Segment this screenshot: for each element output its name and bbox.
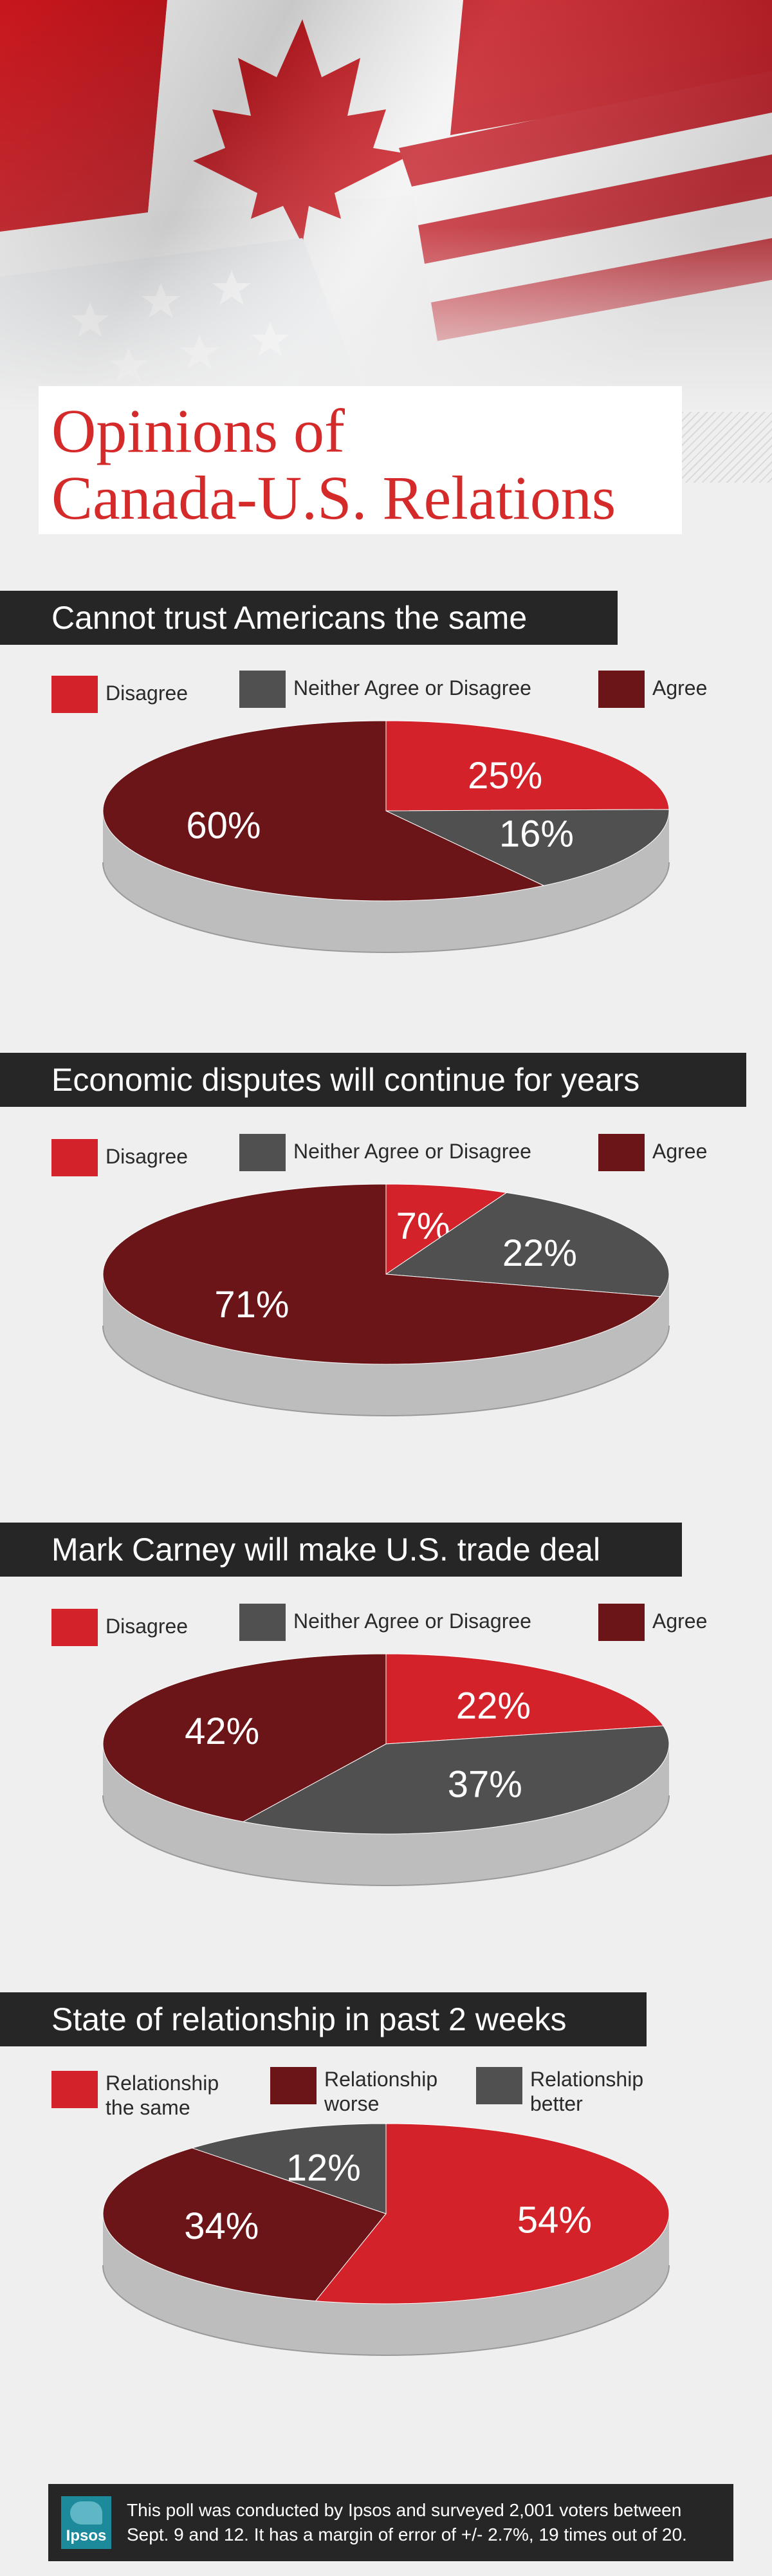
legend-same: Relationship the same [51,2071,219,2120]
pie-slice [385,1192,670,1297]
ipsos-logo: Ipsos [61,2496,111,2549]
pie-chart-relationship-svg: 54% 34% 12% [102,2123,670,2356]
legend-label: Neither Agree or Disagree [293,676,531,700]
legend-better: Relationship better [476,2067,643,2116]
pie-slice [242,1725,670,1835]
title-line-1: Opinions of [51,396,345,465]
legend-neutral: Neither Agree or Disagree [239,1604,531,1641]
flags-banner [0,0,772,412]
legend-swatch-disagree [51,1139,98,1176]
legend-agree: Agree [598,671,707,708]
pie-side-edge [102,862,670,953]
legend-swatch-disagree [51,1609,98,1646]
legend-label: Disagree [106,1145,188,1168]
title-line-2: Canada-U.S. Relations [51,463,616,532]
pie-slice-label: 16% [499,813,574,855]
legend-swatch-better [476,2067,522,2104]
ipsos-logo-mark [70,2501,102,2525]
flags-image [0,0,772,412]
page-title: Opinions of Canada-U.S. Relations [39,386,682,534]
pie-slice-label: 34% [184,2205,259,2247]
legend-swatch-agree [598,671,645,708]
legend-swatch-agree [598,1134,645,1171]
pie-slice [315,2123,670,2304]
footer-line-1: This poll was conducted by Ipsos and sur… [127,2500,682,2520]
legend-label: Disagree [106,681,188,705]
legend-disagree: Disagree [51,1609,188,1646]
section-title-economic: Economic disputes will continue for year… [0,1053,746,1107]
pie-chart-relationship: 54% 34% 12% [90,2123,682,2362]
legend-label: Relationship worse [324,2067,437,2116]
footer-line-2: Sept. 9 and 12. It has a margin of error… [127,2525,687,2544]
footer-text: This poll was conducted by Ipsos and sur… [127,2498,687,2547]
pie-chart-carney: 22% 37% 42% [90,1653,682,1892]
legend-label-line: Relationship [324,2068,438,2091]
legend-label-line: the same [106,2096,190,2119]
legend-agree: Agree [598,1604,707,1641]
legend-label: Neither Agree or Disagree [293,1609,531,1633]
pie-slice-label: 37% [448,1764,522,1806]
pie-slice-label: 25% [468,755,542,797]
pie-side-edge [102,1325,670,1416]
pie-slice [385,720,670,811]
pie-slice-label: 12% [286,2147,361,2189]
pie-slice-label: 22% [502,1232,577,1274]
legend-disagree: Disagree [51,676,188,713]
pie-side [103,1744,669,1886]
pie-chart-trust: 25% 16% 60% [90,720,682,959]
legend-swatch-disagree [51,676,98,713]
legend-swatch-neutral [239,1134,286,1171]
section-title-trust: Cannot trust Americans the same [0,591,618,645]
pie-slice [191,2123,387,2214]
legend-swatch-neutral [239,1604,286,1641]
legend-label-line: Relationship [530,2068,644,2091]
pie-side [103,1274,669,1416]
legend-label: Relationship better [530,2067,643,2116]
pie-slice [102,1183,661,1365]
pie-slice [102,720,545,902]
pie-slice [385,1653,664,1745]
pie-side [103,811,669,952]
legend-label-line: better [530,2092,583,2115]
legend-swatch-agree [598,1604,645,1641]
pie-chart-trust-svg: 25% 16% 60% [102,720,670,953]
pie-side-edge [102,1795,670,1886]
legend-label: Agree [652,1140,708,1163]
legend-neutral: Neither Agree or Disagree [239,1134,531,1171]
legend-worse: Relationship worse [270,2067,437,2116]
pie-side-edge [102,2265,670,2356]
ipsos-logo-text: Ipsos [66,2527,107,2544]
pie-slice-label: 22% [456,1685,531,1727]
legend-label: Disagree [106,1615,188,1638]
section-title-carney: Mark Carney will make U.S. trade deal [0,1523,682,1577]
pie-side [103,2214,669,2355]
legend-agree: Agree [598,1134,707,1171]
legend-disagree: Disagree [51,1139,188,1176]
legend-label-line: worse [324,2092,380,2115]
pie-slice-label: 42% [185,1710,259,1752]
legend-neutral: Neither Agree or Disagree [239,671,531,708]
legend-label: Agree [652,1609,708,1633]
footer-note: Ipsos This poll was conducted by Ipsos a… [48,2484,733,2561]
legend-swatch-same [51,2071,98,2108]
legend-label: Neither Agree or Disagree [293,1140,531,1163]
legend-label-line: Relationship [106,2071,219,2095]
pie-chart-carney-svg: 22% 37% 42% [102,1653,670,1886]
legend-swatch-neutral [239,671,286,708]
pie-slice [385,1183,508,1275]
pie-chart-economic: 7% 22% 71% [90,1183,682,1422]
hatch-decoration [682,412,772,483]
legend-label: Agree [652,676,708,700]
pie-slice [102,2147,387,2302]
legend-swatch-worse [270,2067,317,2104]
legend-label: Relationship the same [106,2071,219,2120]
pie-slice-label: 60% [186,804,261,846]
pie-slice [385,809,670,886]
pie-slice-label: 54% [517,2200,592,2241]
section-title-relationship: State of relationship in past 2 weeks [0,1992,647,2046]
pie-slice [102,1653,387,1822]
pie-chart-economic-svg: 7%22%71% [102,1183,670,1416]
pie-slice-label: 71% [214,1284,289,1326]
